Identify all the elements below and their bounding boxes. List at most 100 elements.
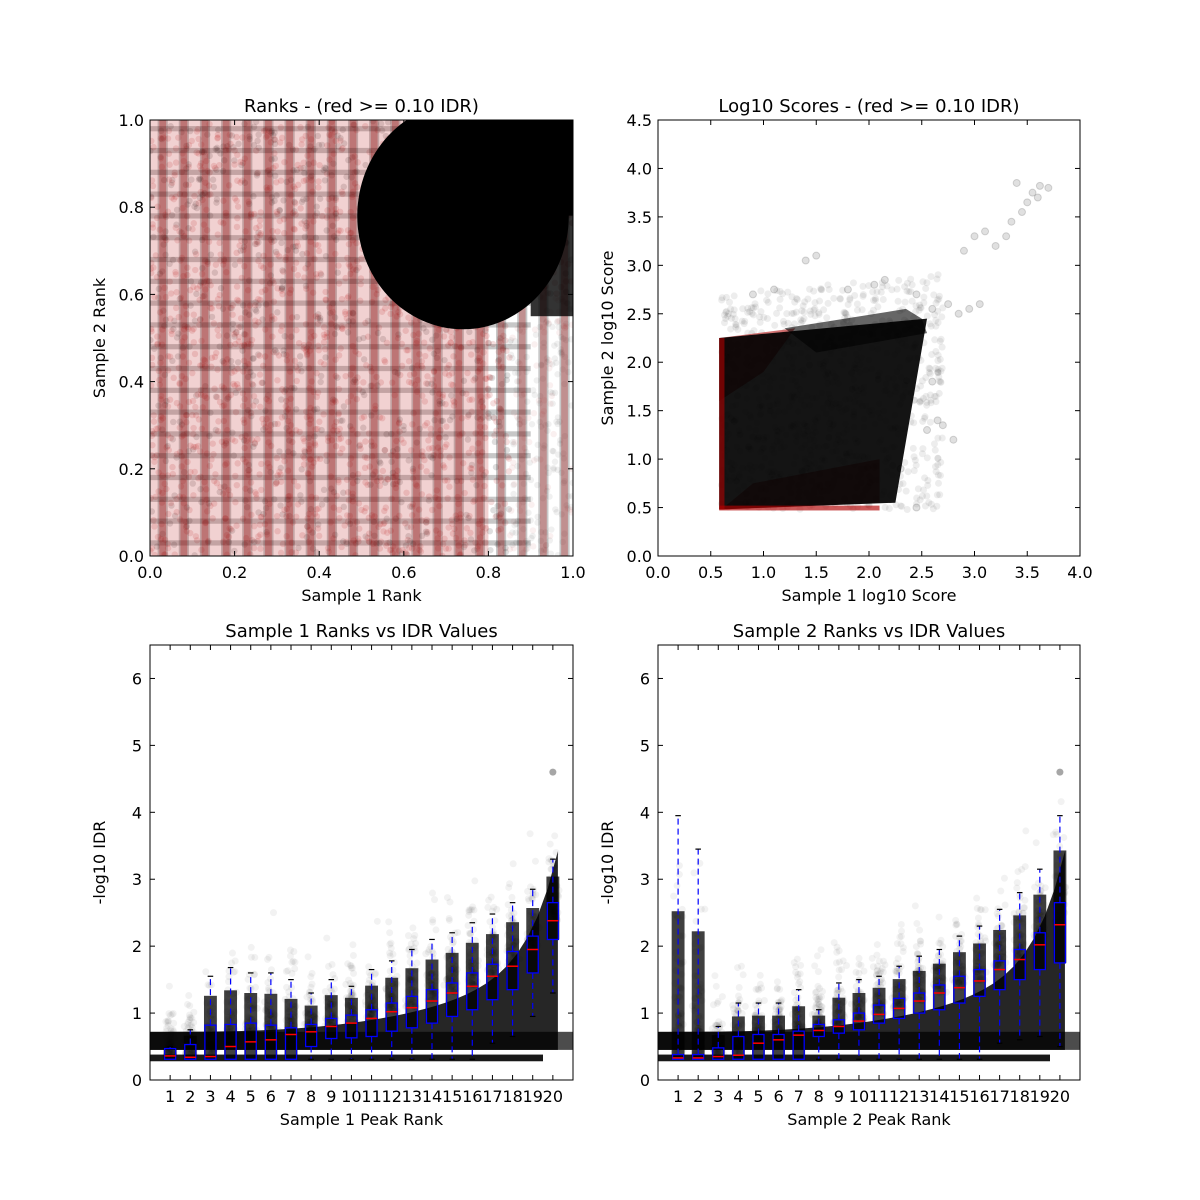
ranks-point xyxy=(533,377,540,384)
idr-point xyxy=(251,953,259,961)
ranks-point xyxy=(482,468,490,476)
rank-band-vertical xyxy=(157,120,168,556)
ranks-point xyxy=(154,340,161,347)
score-point xyxy=(934,471,942,479)
ranks-point xyxy=(388,430,395,438)
ranks-point xyxy=(472,430,479,437)
ranks-point xyxy=(349,310,357,317)
idr-point xyxy=(165,1017,173,1025)
ranks-point xyxy=(197,315,204,323)
ranks-point xyxy=(396,428,403,435)
ranks-point xyxy=(477,429,485,436)
ranks-point xyxy=(189,369,196,377)
ranks-point xyxy=(240,455,247,463)
ranks-point xyxy=(320,339,328,346)
x-axis-label: Sample 1 log10 Score xyxy=(782,586,957,605)
ranks-point xyxy=(297,205,304,212)
ranks-point xyxy=(274,210,281,218)
ranks-point xyxy=(260,426,267,433)
ranks-point xyxy=(231,368,238,375)
rank-band-horizontal xyxy=(150,191,531,197)
ranks-point xyxy=(482,539,489,546)
ranks-point xyxy=(445,545,452,552)
y-tick-label: 0.0 xyxy=(119,547,144,566)
ranks-point xyxy=(398,340,406,348)
ranks-point xyxy=(185,398,193,406)
ranks-point xyxy=(381,358,389,366)
ranks-point xyxy=(335,411,342,418)
outlier-point xyxy=(812,251,821,260)
ranks-point xyxy=(294,483,301,490)
ranks-point xyxy=(202,519,209,526)
ranks-point xyxy=(178,129,185,136)
ranks-point xyxy=(167,290,175,297)
ranks-point xyxy=(191,350,199,358)
score-point xyxy=(901,298,909,306)
ranks-point xyxy=(150,193,155,200)
ranks-point xyxy=(430,368,438,376)
score-point xyxy=(883,282,891,290)
ranks-point xyxy=(150,221,156,228)
ranks-point xyxy=(174,353,182,360)
ranks-point xyxy=(304,469,312,477)
ranks-point xyxy=(568,492,573,500)
ranks-point xyxy=(403,347,410,354)
ranks-point xyxy=(298,136,306,143)
ranks-point xyxy=(230,380,237,388)
ranks-point xyxy=(291,226,298,233)
ranks-point xyxy=(436,502,443,510)
ranks-point xyxy=(225,394,232,401)
ranks-point xyxy=(210,162,218,170)
score-point xyxy=(930,291,938,299)
ranks-point xyxy=(467,464,474,472)
idr-point xyxy=(291,958,299,966)
ranks-point xyxy=(447,339,454,346)
ranks-point xyxy=(561,432,569,440)
ranks-point xyxy=(205,182,213,189)
ranks-point xyxy=(247,487,254,494)
ranks-point xyxy=(157,127,165,135)
x-tick-label: 0.4 xyxy=(306,563,331,582)
ranks-point xyxy=(518,456,526,463)
ranks-point xyxy=(545,320,552,328)
ranks-point xyxy=(254,233,261,240)
ranks-point xyxy=(361,464,369,472)
ranks-point xyxy=(351,376,359,384)
ranks-point xyxy=(150,259,155,267)
ranks-point xyxy=(225,533,233,541)
ranks-point xyxy=(477,393,485,400)
ranks-point xyxy=(290,450,297,457)
score-point xyxy=(776,295,784,303)
ranks-point xyxy=(521,444,528,452)
ranks-point xyxy=(514,463,521,470)
ranks-point xyxy=(464,436,472,443)
ranks-point xyxy=(345,233,353,241)
score-point xyxy=(931,392,939,400)
ranks-point xyxy=(482,525,490,532)
ranks-point xyxy=(439,400,446,407)
score-point xyxy=(904,468,912,476)
ranks-point xyxy=(450,402,458,409)
ranks-point xyxy=(251,439,259,447)
ranks-point xyxy=(239,177,246,184)
ranks-point xyxy=(504,372,511,379)
ranks-point xyxy=(213,199,220,206)
ranks-point xyxy=(338,325,346,332)
ranks-point xyxy=(441,443,449,451)
ranks-point xyxy=(539,495,547,502)
ranks-point xyxy=(428,472,435,479)
ranks-point xyxy=(557,349,564,356)
ranks-point xyxy=(203,450,211,457)
ranks-point xyxy=(534,519,541,526)
ranks-point xyxy=(234,365,241,373)
ranks-point xyxy=(320,331,328,338)
passing-core-region xyxy=(719,318,928,510)
x-tick-label: 0.8 xyxy=(476,563,501,582)
score-point xyxy=(915,306,923,314)
ranks-point xyxy=(328,408,336,416)
ranks-point xyxy=(172,159,180,166)
y-tick-label: 3.5 xyxy=(627,208,652,227)
ranks-point xyxy=(500,332,507,339)
rank-band-horizontal xyxy=(150,278,531,284)
ranks-point xyxy=(196,448,204,455)
